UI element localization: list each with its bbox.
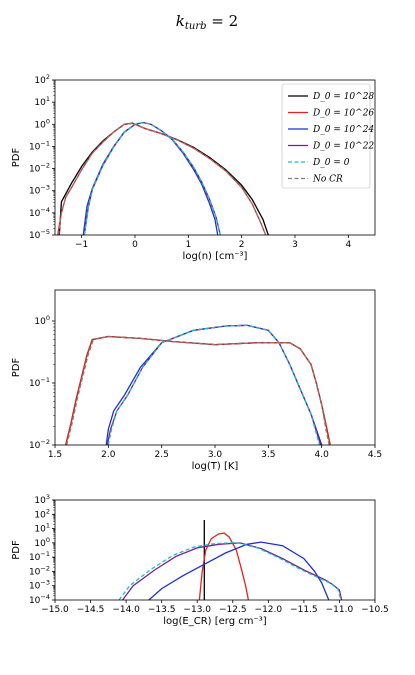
y-tick-label: 10−1	[29, 139, 50, 152]
x-tick-label: −15.0	[41, 605, 69, 615]
y-tick-label: 10−3	[29, 184, 50, 197]
x-tick-label: −12.0	[255, 605, 283, 615]
chart-panel-2: 1.5 2.0 2.5 3.0 3.5 4.0 4.5 10−2 10−1 100 log(T) […	[11, 289, 382, 472]
x-tick-label: 0	[132, 240, 138, 250]
x-tick-label: 4.0	[315, 450, 330, 460]
x-axis-label: log(E_CR) [erg cm⁻³]	[163, 616, 267, 627]
series-line-6	[58, 122, 267, 236]
y-tick-label: 10−2	[29, 564, 50, 577]
x-tick-label: −14.5	[77, 605, 105, 615]
y-tick-label: 10−1	[29, 376, 50, 389]
y-tick-label: 100	[34, 314, 50, 327]
chart-panel-1: −1 0 1 2 3 4 10−5 10−4 10−3 10−2 10−1 100 101 102 log(…	[11, 73, 376, 262]
x-axis-label: log(T) [K]	[192, 461, 239, 472]
x-tick-label: 1.5	[48, 450, 62, 460]
y-tick-label: 101	[34, 95, 50, 108]
x-tick-label: 3	[292, 240, 298, 250]
y-tick-label: 101	[34, 522, 50, 535]
series-line-2	[57, 122, 267, 236]
series-line-3	[82, 121, 219, 236]
legend-label: D_0 = 10^24	[312, 125, 374, 135]
series-line-6	[66, 335, 330, 446]
y-tick-label: 103	[34, 493, 50, 506]
y-tick-label: 10−2	[29, 438, 50, 451]
x-tick-label: −10.5	[361, 605, 389, 615]
series-line-3	[148, 541, 330, 601]
series-line-5	[118, 541, 342, 601]
series-line-4	[122, 542, 343, 601]
y-tick-label: 10−2	[29, 162, 50, 175]
series-line-5	[107, 324, 321, 446]
y-tick-label: 10−1	[29, 550, 50, 563]
x-tick-label: 4.5	[368, 450, 382, 460]
y-tick-label: 10−3	[29, 579, 50, 592]
series-line-4	[83, 121, 221, 236]
y-tick-label: 100	[34, 117, 50, 130]
x-tick-label: −12.5	[219, 605, 247, 615]
y-tick-label: 10−5	[29, 228, 50, 241]
series-line-2	[198, 532, 250, 601]
x-tick-label: 3.5	[261, 450, 275, 460]
x-tick-label: −1	[75, 240, 88, 250]
axes-frame	[54, 79, 376, 236]
x-tick-label: 2.0	[101, 450, 116, 460]
y-tick-label: 10−4	[29, 206, 50, 219]
figure-suptitle: kturb = 2	[176, 12, 238, 32]
legend-label: No CR	[312, 175, 343, 185]
series-line-1	[58, 122, 269, 236]
chart-panel-3: −15.0 −14.5 −14.0 −13.5 −13.0 −12.5 −12.0 −11.5…	[11, 493, 389, 627]
y-tick-label: 100	[34, 536, 50, 549]
x-tick-label: −11.0	[326, 605, 354, 615]
legend-label: D_0 = 0	[312, 158, 350, 168]
x-tick-label: −13.5	[148, 605, 176, 615]
series-line-1	[65, 335, 331, 446]
y-tick-label: 102	[34, 507, 50, 520]
x-tick-label: 1	[185, 240, 191, 250]
x-tick-label: 3.0	[208, 450, 223, 460]
series-line-2	[65, 335, 331, 446]
legend: D_0 = 10^28 D_0 = 10^26 D_0 = 10^24 D_0 = 1…	[281, 83, 374, 189]
x-tick-label: −13.0	[183, 605, 211, 615]
axes-frame	[54, 289, 376, 446]
x-tick-label: 2	[239, 240, 245, 250]
y-axis-label: PDF	[11, 358, 22, 378]
legend-label: D_0 = 10^22	[312, 142, 374, 152]
x-tick-label: 4	[345, 240, 351, 250]
x-tick-label: −14.0	[112, 605, 140, 615]
y-tick-label: 102	[34, 73, 50, 86]
x-tick-label: 2.5	[155, 450, 169, 460]
legend-label: D_0 = 10^26	[312, 109, 374, 119]
x-axis-label: log(n) [cm⁻³]	[183, 251, 248, 262]
y-axis-label: PDF	[11, 540, 22, 560]
axes-frame	[54, 499, 376, 601]
x-tick-label: −11.5	[290, 605, 318, 615]
y-axis-label: PDF	[11, 148, 22, 168]
legend-label: D_0 = 10^28	[312, 92, 374, 102]
